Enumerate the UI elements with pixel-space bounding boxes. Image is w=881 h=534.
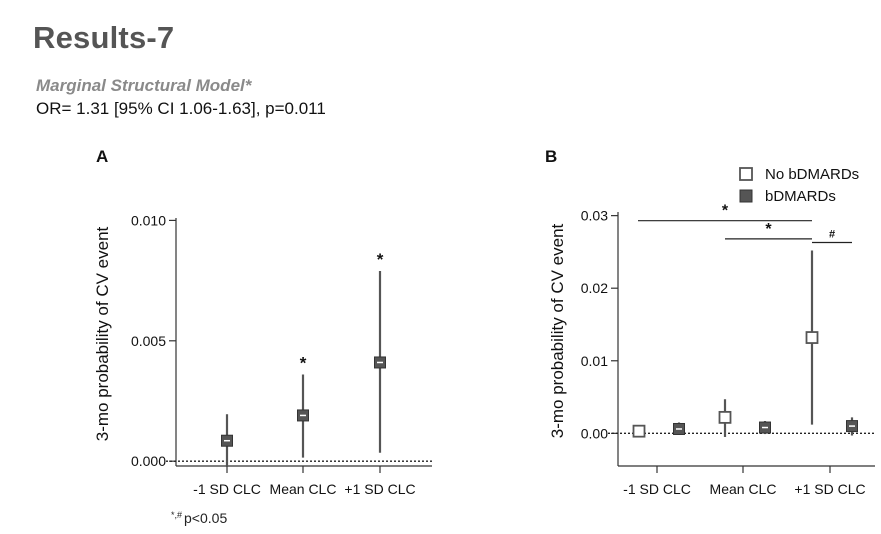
panel-b-y-tick-label: 0.03: [581, 208, 608, 224]
panel-b-data-point: [632, 424, 646, 438]
panel-b-x-tick-label: -1 SD CLC: [623, 481, 691, 497]
panel-a-x-tick-label: Mean CLC: [270, 481, 337, 497]
panel-b-data-point: [718, 410, 732, 424]
footnote-symbols: *,#: [171, 510, 183, 520]
panel-b-data-point: [805, 331, 819, 344]
panel-b-legend-swatch: [739, 189, 753, 203]
panel-a-significance-marker: *: [300, 354, 307, 373]
panel-b-x-tick-label: +1 SD CLC: [794, 481, 865, 497]
model-result: OR= 1.31 [95% CI 1.06-1.63], p=0.011: [36, 99, 326, 118]
panel-a-y-tick-label: 0.000: [131, 453, 166, 469]
panel-b-comparison-label: #: [829, 228, 835, 240]
panel-a-x-tick-label: -1 SD CLC: [193, 481, 261, 497]
panel-b-legend-swatch: [739, 167, 753, 181]
panel-a-y-tick-label: 0.010: [131, 212, 166, 228]
footnote-text: p<0.05: [184, 510, 228, 526]
panel-b-comparison-label: *: [722, 203, 729, 220]
panel-b-y-tick-label: 0.01: [581, 353, 608, 369]
panel-b-y-tick-label: 0.02: [581, 280, 608, 296]
panel-b-comparison-label: *: [765, 221, 772, 238]
panel-b-letter: B: [545, 147, 557, 166]
panel-a-y-tick-label: 0.005: [131, 333, 166, 349]
panel-b-y-axis-label: 3-mo probability of CV event: [548, 223, 567, 438]
footnote: *,# p<0.05: [170, 510, 227, 526]
panel-b-legend-label: No bDMARDs: [765, 166, 859, 183]
panel-a-significance-marker: *: [377, 250, 384, 269]
panel-a-x-tick-label: +1 SD CLC: [344, 481, 415, 497]
panel-a-y-axis-label: 3-mo probability of CV event: [93, 226, 112, 441]
panel-a-letter: A: [96, 147, 108, 166]
panel-b-y-tick-label: 0.00: [581, 425, 608, 441]
panel-b-x-tick-label: Mean CLC: [710, 481, 777, 497]
model-name: Marginal Structural Model*: [36, 76, 252, 95]
panel-b-legend-label: bDMARDs: [765, 188, 836, 205]
slide-title: Results-7: [33, 20, 175, 55]
